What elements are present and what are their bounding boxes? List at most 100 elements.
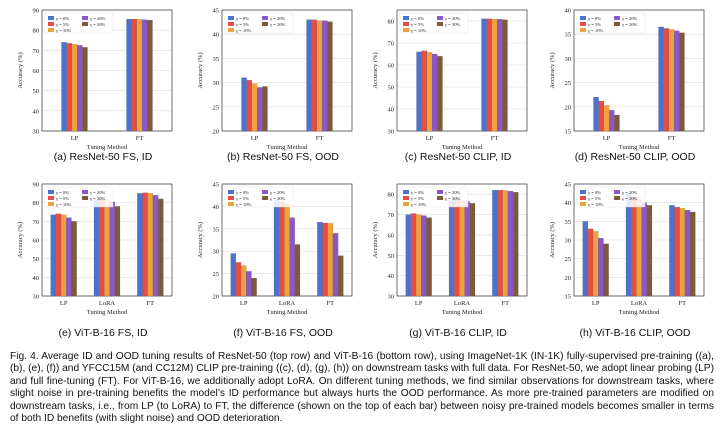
legend-entry: γ = 10%: [588, 28, 604, 33]
y-tick-label: 40: [33, 275, 40, 282]
bar: [152, 195, 159, 297]
bar: [114, 206, 121, 297]
y-tick-label: 50: [33, 88, 40, 95]
bar: [603, 243, 609, 297]
legend-swatch: [403, 202, 409, 206]
x-tick-label: LP: [426, 135, 434, 142]
y-tick-label: 50: [388, 253, 395, 260]
bar: [66, 217, 72, 297]
subfigure-caption: (b) ResNet-50 FS, OOD: [227, 151, 339, 163]
bar: [147, 20, 153, 132]
legend-entry: γ = 5%: [236, 196, 249, 201]
legend-entry: γ = 10%: [588, 202, 604, 207]
legend-entry: γ = 30%: [270, 22, 286, 27]
bar: [327, 223, 334, 297]
bar: [497, 190, 503, 297]
y-tick-label: 40: [388, 273, 395, 280]
caption-label: Fig. 4.: [10, 351, 39, 362]
bar: [235, 262, 242, 297]
legend-swatch: [228, 190, 234, 194]
legend-swatch: [614, 16, 620, 20]
x-tick-label: LP: [415, 300, 423, 307]
legend-entry: γ = 10%: [236, 202, 252, 207]
bar: [241, 77, 247, 132]
legend-entry: γ = 30%: [622, 22, 638, 27]
x-axis-label: Tuning Method: [442, 309, 483, 316]
bar: [405, 214, 411, 297]
y-tick-label: 60: [388, 63, 395, 70]
bar: [126, 19, 132, 132]
y-tick-label: 35: [565, 219, 572, 226]
y-tick-label: 40: [213, 204, 220, 211]
legend-entry: γ = 5%: [588, 196, 601, 201]
y-tick-label: 30: [213, 249, 220, 256]
legend-swatch: [228, 196, 234, 200]
bar: [486, 18, 492, 132]
legend-swatch: [403, 28, 409, 32]
y-tick-label: 25: [565, 256, 572, 263]
bar: [273, 199, 280, 297]
bar: [614, 114, 620, 132]
bar: [257, 87, 263, 132]
x-tick-label: LP: [60, 300, 68, 307]
legend-swatch: [82, 22, 88, 26]
legend-entry: γ = 30%: [270, 196, 286, 201]
legend-box: [399, 186, 469, 208]
bar: [322, 20, 328, 132]
bar: [131, 19, 137, 132]
subfigure-caption: (e) ViT-B-16 FS, ID: [58, 327, 147, 339]
bar: [679, 32, 685, 132]
legend-entry: γ = 5%: [56, 22, 69, 27]
legend-entry: γ = 5%: [236, 22, 249, 27]
bar: [327, 21, 333, 132]
bar: [279, 201, 285, 297]
bar: [426, 52, 433, 132]
legend-entry: γ = 20%: [622, 190, 638, 195]
y-tick-label: 40: [33, 108, 40, 115]
y-tick-label: 45: [213, 182, 220, 189]
bar: [454, 199, 460, 297]
y-tick-label: 70: [388, 212, 395, 219]
legend-entry: γ = 20%: [622, 16, 638, 21]
legend-box: [399, 12, 469, 34]
y-tick-label: 15: [565, 129, 572, 136]
bar: [469, 203, 476, 297]
x-tick-label: LoRA: [631, 300, 648, 307]
bar: [311, 19, 317, 132]
bar: [513, 192, 519, 297]
bar: [317, 222, 323, 297]
y-axis-label: Accuracy (%): [549, 52, 556, 88]
bar: [104, 199, 110, 297]
x-tick-label: LoRA: [279, 300, 296, 307]
bar: [669, 205, 675, 297]
y-tick-label: 30: [33, 129, 40, 136]
bar: [636, 198, 642, 297]
bar: [240, 265, 247, 297]
legend-swatch: [228, 28, 234, 32]
y-tick-label: 90: [33, 182, 40, 189]
x-axis-label: Tuning Method: [267, 309, 308, 316]
bar: [71, 44, 78, 132]
legend-box: [576, 186, 646, 208]
bar: [684, 210, 691, 297]
y-axis-label: Accuracy (%): [197, 222, 204, 258]
bar: [674, 207, 680, 297]
legend-swatch: [48, 28, 54, 32]
bar: [426, 217, 432, 297]
y-tick-label: 20: [213, 294, 220, 301]
x-tick-label: FT: [679, 300, 687, 307]
bar: [668, 29, 675, 132]
legend-entry: γ = 5%: [411, 22, 424, 27]
bar: [332, 233, 339, 297]
bar: [61, 42, 67, 132]
legend-swatch: [580, 202, 586, 206]
bar: [679, 208, 686, 297]
legend-entry: γ = 30%: [445, 196, 461, 201]
y-tick-label: 20: [565, 275, 572, 282]
bar: [625, 193, 632, 297]
bar: [421, 215, 427, 297]
chart-panel-1: 30 40 50 60 70 80 90 LP FT Tuning Method Accuracy …: [17, 8, 173, 163]
bar: [421, 50, 427, 132]
x-axis-label: Tuning Method: [442, 144, 483, 151]
bar: [492, 190, 498, 297]
